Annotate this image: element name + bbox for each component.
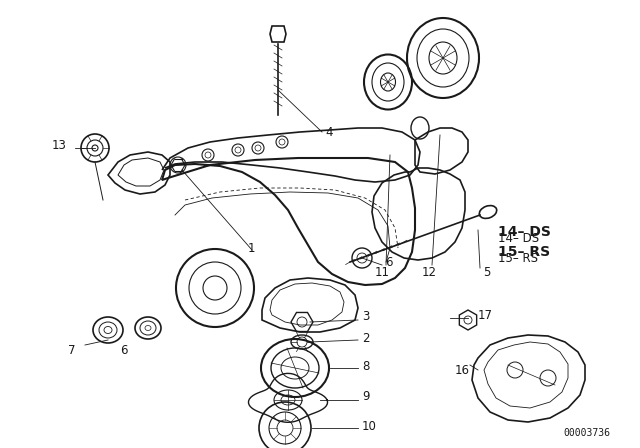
- Text: 5: 5: [483, 266, 490, 279]
- Text: 15– RS: 15– RS: [498, 245, 550, 259]
- Text: 17: 17: [478, 309, 493, 322]
- Text: 4: 4: [325, 125, 333, 138]
- Text: 9: 9: [362, 389, 369, 402]
- Text: 11: 11: [375, 266, 390, 279]
- Text: 2: 2: [362, 332, 369, 345]
- Text: 3: 3: [362, 310, 369, 323]
- Text: 16: 16: [455, 363, 470, 376]
- Text: 13: 13: [52, 138, 67, 151]
- Text: 15– RS: 15– RS: [498, 251, 538, 264]
- Text: 7: 7: [68, 344, 76, 357]
- Text: 8: 8: [362, 359, 369, 372]
- Text: 14– DS: 14– DS: [498, 225, 551, 239]
- Text: 6: 6: [385, 255, 392, 268]
- Text: 6: 6: [120, 344, 127, 357]
- Text: 10: 10: [362, 419, 377, 432]
- Text: 12: 12: [422, 266, 437, 279]
- Text: 1: 1: [248, 241, 255, 254]
- Text: 00003736: 00003736: [563, 428, 610, 438]
- Text: 14– DS: 14– DS: [498, 232, 539, 245]
